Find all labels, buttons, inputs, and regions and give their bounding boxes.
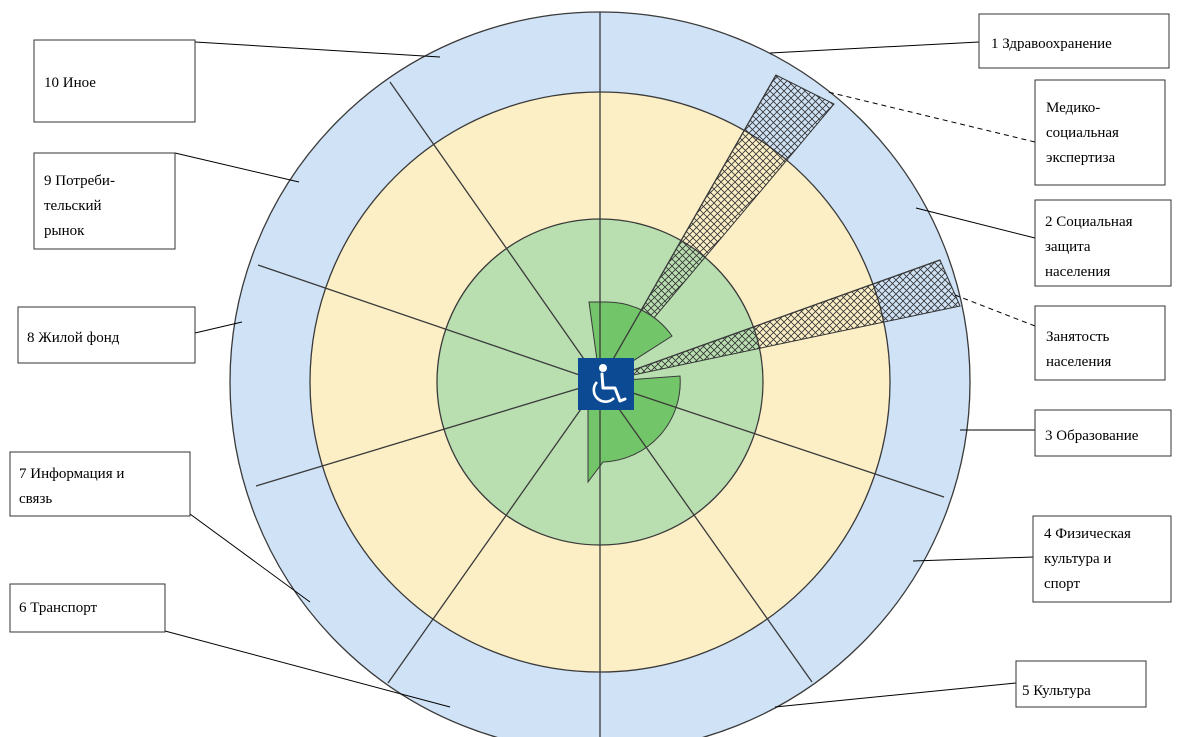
svg-text:10 Иное: 10 Иное xyxy=(44,75,96,91)
subsector-label-medical-expertise: Медико- социальная экспертиза xyxy=(1034,79,1166,186)
svg-text:7 Информация и: 7 Информация и xyxy=(19,466,124,482)
wheelchair-accessibility-icon xyxy=(578,358,634,410)
svg-text:связь: связь xyxy=(19,491,52,507)
svg-text:4 Физическая: 4 Физическая xyxy=(1044,526,1131,542)
svg-text:рынок: рынок xyxy=(44,223,85,239)
svg-text:тельский: тельский xyxy=(44,198,102,214)
svg-text:9 Потреби-: 9 Потреби- xyxy=(44,173,115,189)
sector-label-information: 7 Информация и связь xyxy=(9,451,191,517)
svg-text:Занятость: Занятость xyxy=(1046,329,1110,345)
svg-text:социальная: социальная xyxy=(1046,125,1119,141)
svg-text:6 Транспорт: 6 Транспорт xyxy=(19,600,98,616)
sector-label-sports: 4 Физическая культура и спорт xyxy=(1032,515,1172,603)
sector-label-healthcare: 1 Здравоохранение xyxy=(978,13,1170,69)
sector-label-transport: 6 Транспорт xyxy=(9,583,166,633)
sector-dividers xyxy=(255,12,945,737)
svg-text:1 Здравоохранение: 1 Здравоохранение xyxy=(991,36,1112,52)
svg-text:2 Социальная: 2 Социальная xyxy=(1045,214,1133,230)
svg-text:культура и: культура и xyxy=(1044,551,1111,567)
svg-text:8 Жилой фонд: 8 Жилой фонд xyxy=(27,330,120,346)
svg-text:Медико-: Медико- xyxy=(1046,100,1100,116)
svg-text:экспертиза: экспертиза xyxy=(1046,150,1116,166)
svg-text:спорт: спорт xyxy=(1044,576,1080,592)
sector-label-education: 3 Образование xyxy=(1034,409,1172,457)
sector-label-culture: 5 Культура xyxy=(1015,660,1147,708)
svg-text:населения: населения xyxy=(1045,264,1110,280)
sector-label-other: 10 Иное xyxy=(33,39,196,123)
svg-text:3 Образование: 3 Образование xyxy=(1045,428,1139,444)
svg-text:населения: населения xyxy=(1046,354,1111,370)
sector-label-social-protection: 2 Социальная защита населения xyxy=(1034,199,1172,287)
sector-label-consumer-market: 9 Потреби- тельский рынок xyxy=(33,152,176,250)
svg-text:5 Культура: 5 Культура xyxy=(1022,683,1091,699)
svg-text:защита: защита xyxy=(1045,239,1091,255)
sector-label-housing: 8 Жилой фонд xyxy=(17,306,196,364)
subsector-label-employment: Занятость населения xyxy=(1034,305,1166,381)
